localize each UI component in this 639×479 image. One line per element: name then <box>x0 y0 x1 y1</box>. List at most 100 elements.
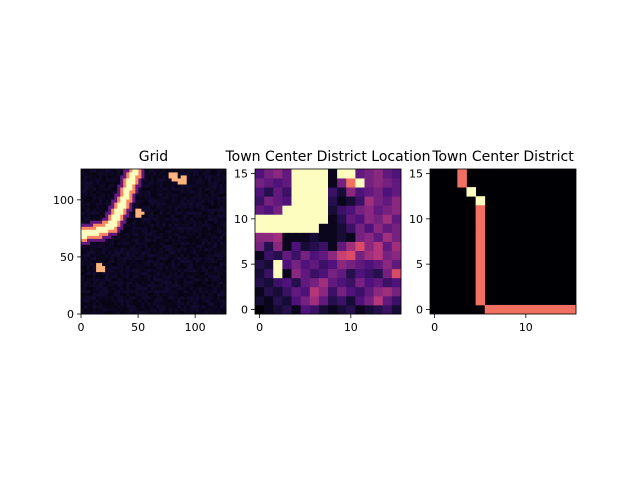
heatmap-cell <box>108 193 112 197</box>
heatmap-cell <box>216 274 221 279</box>
heatmap-cell <box>84 208 88 212</box>
heatmap-cell <box>204 229 209 233</box>
heatmap-cell <box>318 178 329 188</box>
heatmap-cell <box>81 304 85 309</box>
heatmap-cell <box>120 304 124 309</box>
heatmap-cell <box>168 250 173 254</box>
heatmap-cell <box>373 205 384 215</box>
heatmap-cell <box>120 286 124 291</box>
heatmap-cell <box>117 283 121 288</box>
heatmap-cell <box>114 256 118 261</box>
heatmap-cell <box>162 196 166 200</box>
heatmap-cell <box>153 178 157 182</box>
heatmap-cell <box>120 196 124 200</box>
heatmap-cell <box>132 220 136 224</box>
heatmap-cell <box>153 184 157 188</box>
heatmap-cell <box>192 259 197 264</box>
heatmap-cell <box>180 259 185 264</box>
heatmap-cell <box>222 211 227 215</box>
heatmap-cell <box>222 256 227 261</box>
heatmap-cell <box>120 289 124 294</box>
heatmap-cell <box>150 235 154 239</box>
heatmap-cell <box>213 286 218 291</box>
heatmap-cell <box>90 211 94 215</box>
heatmap-cell <box>195 244 200 248</box>
heatmap-cell <box>150 283 154 288</box>
heatmap-cell <box>174 193 179 197</box>
heatmap-cell <box>216 214 221 218</box>
heatmap-cell <box>132 199 136 203</box>
heatmap-cell <box>141 292 145 297</box>
heatmap-cell <box>102 250 106 254</box>
heatmap-cell <box>111 178 115 182</box>
heatmap-cell <box>141 199 145 203</box>
heatmap-cell <box>156 208 160 212</box>
heatmap-cell <box>90 169 94 173</box>
heatmap-cell <box>174 283 179 288</box>
heatmap-cell <box>204 175 209 179</box>
heatmap-cell <box>87 202 91 206</box>
heatmap-cell <box>222 226 227 230</box>
heatmap-cell <box>147 274 151 279</box>
heatmap-cell <box>105 172 109 176</box>
heatmap-cell <box>337 232 347 242</box>
heatmap-cell <box>180 292 185 297</box>
heatmap-cell <box>364 214 375 224</box>
heatmap-cell <box>198 199 203 203</box>
x-tick-label: 0 <box>256 321 263 334</box>
heatmap-cell <box>171 199 176 203</box>
heatmap-cell <box>93 178 97 182</box>
heatmap-cell <box>84 196 88 200</box>
heatmap-cell <box>126 283 130 288</box>
heatmap-cell <box>192 235 197 239</box>
heatmap-cell <box>126 214 130 218</box>
heatmap-cell <box>222 196 227 200</box>
heatmap-cell <box>222 265 227 270</box>
heatmap-cell <box>108 283 112 288</box>
heatmap-cell <box>126 274 130 279</box>
heatmap-cell <box>318 169 329 179</box>
heatmap-cell <box>264 178 274 188</box>
heatmap-cell <box>120 280 124 285</box>
heatmap-cell <box>165 247 170 251</box>
heatmap-cell <box>126 229 130 233</box>
heatmap-cell <box>96 277 100 282</box>
heatmap-cell <box>177 208 182 212</box>
heatmap-cell <box>159 235 163 239</box>
heatmap-cell <box>150 178 154 182</box>
heatmap-cell <box>204 289 209 294</box>
heatmap-cell <box>192 307 197 312</box>
heatmap-cell <box>135 220 139 224</box>
heatmap-cell <box>195 169 200 173</box>
heatmap-cell <box>198 286 203 291</box>
heatmap-cell <box>165 253 170 258</box>
heatmap-cell <box>171 217 176 221</box>
heatmap-cell <box>111 283 115 288</box>
heatmap-cell <box>186 175 191 179</box>
heatmap-cell <box>207 295 212 300</box>
heatmap-cell <box>81 250 85 254</box>
heatmap-cell <box>159 214 163 218</box>
heatmap-cell <box>126 178 130 182</box>
heatmap-cell <box>150 253 154 258</box>
heatmap-cell <box>114 274 118 279</box>
heatmap-cell <box>198 295 203 300</box>
heatmap-cell <box>177 235 182 239</box>
heatmap-cell <box>382 250 393 261</box>
heatmap-cell <box>165 214 170 218</box>
heatmap-cell <box>111 235 115 239</box>
heatmap-cell <box>144 256 148 261</box>
heatmap-cell <box>114 211 118 215</box>
heatmap-cell <box>264 286 274 297</box>
heatmap-cell <box>189 196 194 200</box>
heatmap-cell <box>291 259 302 270</box>
heatmap-cell <box>291 241 302 251</box>
heatmap-cell <box>213 178 218 182</box>
heatmap-cell <box>222 241 227 245</box>
heatmap-cell <box>135 247 139 251</box>
heatmap-cell <box>168 289 173 294</box>
heatmap-cell <box>105 244 109 248</box>
heatmap-cell <box>183 298 188 303</box>
heatmap-cell <box>147 265 151 270</box>
heatmap-cell <box>141 175 145 179</box>
